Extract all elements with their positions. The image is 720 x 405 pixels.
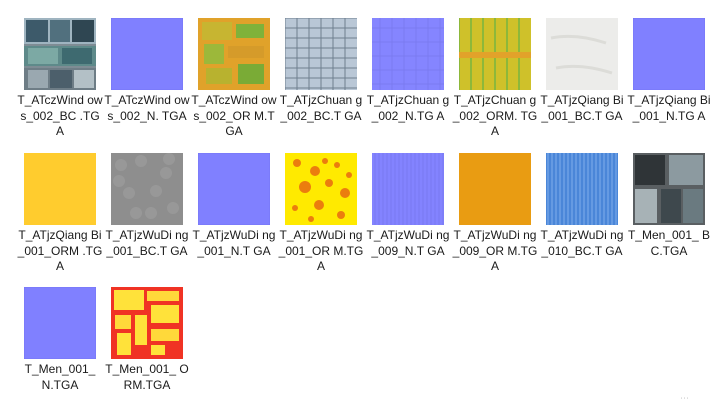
file-item[interactable]: T_ATjzWuDi ng_001_BC.T GA xyxy=(104,153,190,259)
file-item[interactable]: T_Men_001_ ORM.TGA xyxy=(104,287,190,393)
thumbnail-yellow-flat xyxy=(24,153,96,225)
thumbnail-normal xyxy=(111,18,183,90)
thumbnail-gray-concrete xyxy=(111,153,183,225)
watermark-mark: ⋯ xyxy=(680,394,689,404)
file-item[interactable]: T_ATjzQiang Bi_001_BC.T GA xyxy=(539,18,625,124)
thumbnail-normal xyxy=(198,153,270,225)
file-item[interactable]: T_ATjzChuan g_002_ORM. TGA xyxy=(452,18,538,140)
file-name: T_ATjzWuDi ng_001_BC.T GA xyxy=(105,228,189,258)
file-item[interactable]: T_ATczWind ows_002_N. TGA xyxy=(104,18,190,124)
file-name: T_ATjzWuDi ng_009_OR M.TGA xyxy=(452,228,538,273)
file-name: T_ATjzWuDi ng_001_N.T GA xyxy=(192,228,276,258)
thumbnail-normal-grid xyxy=(372,18,444,90)
file-name: T_ATjzWuDi ng_009_N.T GA xyxy=(366,228,450,258)
file-item[interactable]: T_ATjzQiang Bi_001_ORM .TGA xyxy=(17,153,103,275)
thumbnail-normal-stripes xyxy=(372,153,444,225)
thumbnail-normal xyxy=(24,287,96,359)
file-name: T_Men_001_ ORM.TGA xyxy=(105,362,189,392)
file-name: T_ATjzChuan g_002_N.TG A xyxy=(366,93,450,123)
file-name: T_ATjzQiang Bi_001_BC.T GA xyxy=(540,93,624,123)
file-item[interactable]: T_ATjzWuDi ng_009_OR M.TGA xyxy=(452,153,538,275)
thumbnail-orange-flat xyxy=(459,153,531,225)
file-item[interactable]: T_Men_001_ N.TGA xyxy=(17,287,103,393)
file-name: T_ATjzWuDi ng_010_BC.T GA xyxy=(540,228,624,258)
file-name: T_ATjzChuan g_002_BC.T GA xyxy=(279,93,363,123)
file-name: T_ATczWind ows_002_OR M.TGA xyxy=(191,93,277,138)
file-name: T_ATjzChuan g_002_ORM. TGA xyxy=(452,93,538,138)
file-item[interactable]: T_ATjzChuan g_002_N.TG A xyxy=(365,18,451,124)
file-item[interactable]: T_ATczWind ows_002_BC .TGA xyxy=(17,18,103,140)
file-item[interactable]: T_ATczWind ows_002_OR M.TGA xyxy=(191,18,277,140)
thumbnail-orm-green xyxy=(198,18,270,90)
thumbnail-red-yellow-blocks xyxy=(111,287,183,359)
file-name: T_ATjzQiang Bi_001_ORM .TGA xyxy=(17,228,103,273)
file-item[interactable]: T_Men_001_ BC.TGA xyxy=(626,153,712,259)
thumbnail-blue-stripes xyxy=(546,153,618,225)
thumbnail-white-wall xyxy=(546,18,618,90)
file-name: T_Men_001_ BC.TGA xyxy=(627,228,711,258)
file-item[interactable]: T_ATjzWuDi ng_001_OR M.TGA xyxy=(278,153,364,275)
thumbnail-chuang-bc xyxy=(285,18,357,90)
thumbnail-orm-yellowgreen xyxy=(459,18,531,90)
file-item[interactable]: T_ATjzChuan g_002_BC.T GA xyxy=(278,18,364,124)
file-item[interactable]: T_ATjzWuDi ng_001_N.T GA xyxy=(191,153,277,259)
file-name: T_ATczWind ows_002_N. TGA xyxy=(104,93,190,123)
thumbnail-normal xyxy=(633,18,705,90)
file-name: T_Men_001_ N.TGA xyxy=(24,362,96,392)
thumbnail-windows-bc xyxy=(24,18,96,90)
file-item[interactable]: T_ATjzWuDi ng_010_BC.T GA xyxy=(539,153,625,259)
thumbnail-yellow-red-spots xyxy=(285,153,357,225)
file-item[interactable]: T_ATjzQiang Bi_001_N.TG A xyxy=(626,18,712,124)
file-name: T_ATczWind ows_002_BC .TGA xyxy=(17,93,103,138)
thumbnail-men-bc xyxy=(633,153,705,225)
file-item[interactable]: T_ATjzWuDi ng_009_N.T GA xyxy=(365,153,451,259)
file-name: T_ATjzQiang Bi_001_N.TG A xyxy=(627,93,711,123)
file-name: T_ATjzWuDi ng_001_OR M.TGA xyxy=(278,228,364,273)
